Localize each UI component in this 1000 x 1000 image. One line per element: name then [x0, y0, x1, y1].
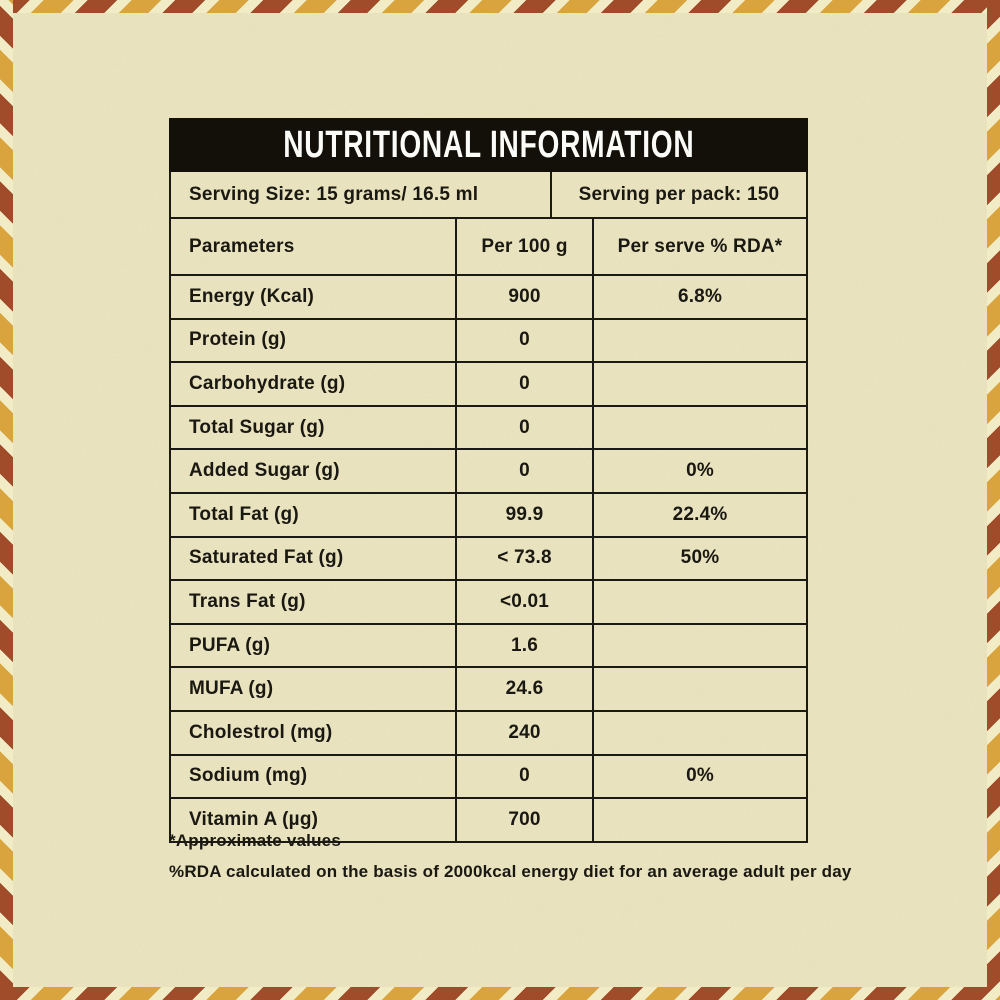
table-body: Energy (Kcal) 900 6.8% Protein (g) 0 Carbohyd… — [171, 274, 806, 841]
parameter-cell: Trans Fat (g) — [171, 581, 457, 623]
table-row: Cholestrol (mg) 240 — [171, 709, 806, 754]
footnotes: *Approximate values %RDA calculated on t… — [169, 831, 852, 882]
per-100g-cell: 0 — [457, 450, 594, 492]
parameter-cell: Saturated Fat (g) — [171, 537, 457, 580]
parameter-cell: Total Sugar (g) — [171, 406, 457, 449]
per-100g-cell: 900 — [457, 276, 594, 318]
per-serve-rda-cell: 22.4% — [672, 503, 728, 525]
nutrition-table: NUTRITIONAL INFORMATION Serving Size: 15… — [169, 118, 808, 843]
table-row: MUFA (g) 24.6 — [171, 666, 806, 710]
parameter-cell: Cholestrol (mg) — [171, 711, 457, 754]
per-100g-cell: <0.01 — [457, 581, 594, 623]
table-header-row: Parameters Per 100 g Per serve % RDA* — [171, 217, 806, 274]
per-100g-cell: 99.9 — [457, 493, 594, 536]
per-serve-rda-cell: 50% — [680, 547, 720, 569]
table-title: NUTRITIONAL INFORMATION — [282, 123, 695, 166]
per-100g-cell: 0 — [457, 406, 594, 449]
per-serve-rda-cell: 0% — [686, 765, 714, 787]
table-row: Trans Fat (g) <0.01 — [171, 579, 806, 623]
parameter-cell: Total Fat (g) — [171, 493, 457, 536]
table-row: PUFA (g) 1.6 — [171, 622, 806, 667]
per-serve-rda-cell — [594, 712, 806, 754]
per-serve-rda-cell: 6.8% — [677, 285, 723, 307]
table-row: Energy (Kcal) 900 6.8% — [171, 274, 806, 318]
table-row: Total Sugar (g) 0 — [171, 404, 806, 449]
per-serve-rda-cell — [594, 625, 806, 667]
parameter-cell: MUFA (g) — [171, 668, 457, 710]
table-row: Added Sugar (g) 0 0% — [171, 448, 806, 492]
per-100g-cell: < 73.8 — [457, 537, 594, 580]
border-stripe-top — [0, 0, 1000, 13]
table-row: Saturated Fat (g) < 73.8 50% — [171, 535, 806, 580]
parameter-cell: Energy (Kcal) — [171, 276, 457, 318]
table-title-bar: NUTRITIONAL INFORMATION — [169, 118, 808, 172]
per-100g-cell: 240 — [457, 711, 594, 754]
footnote-approximate-values: *Approximate values — [169, 831, 341, 850]
serving-size-cell: Serving Size: 15 grams/ 16.5 ml — [171, 172, 552, 217]
parameter-cell: Carbohydrate (g) — [171, 363, 457, 405]
per-serve-rda-cell — [594, 668, 806, 710]
border-stripe-right — [987, 0, 1000, 1000]
column-header-parameters: Parameters — [171, 219, 457, 274]
per-serve-rda-cell — [594, 320, 806, 362]
serving-per-pack-cell: Serving per pack: 150 — [578, 183, 780, 205]
table-row: Sodium (mg) 0 0% — [171, 753, 806, 798]
per-serve-rda-cell: 0% — [686, 460, 714, 482]
per-serve-rda-cell — [594, 363, 806, 405]
column-header-per-100g: Per 100 g — [457, 219, 594, 274]
per-100g-cell: 24.6 — [457, 668, 594, 710]
table-row: Protein (g) 0 — [171, 317, 806, 362]
per-100g-cell: 0 — [457, 755, 594, 798]
column-header-per-serve-rda: Per serve % RDA* — [617, 235, 783, 257]
per-100g-cell: 0 — [457, 319, 594, 362]
border-stripe-left — [0, 0, 13, 1000]
serving-row: Serving Size: 15 grams/ 16.5 ml Serving … — [171, 172, 806, 217]
per-serve-rda-cell — [594, 407, 806, 449]
per-100g-cell: 1.6 — [457, 624, 594, 667]
per-serve-rda-cell — [594, 581, 806, 623]
parameter-cell: Sodium (mg) — [171, 755, 457, 798]
table-row: Total Fat (g) 99.9 22.4% — [171, 491, 806, 536]
table-grid: Serving Size: 15 grams/ 16.5 ml Serving … — [169, 172, 808, 843]
footnote-rda-basis: %RDA calculated on the basis of 2000kcal… — [169, 862, 852, 881]
parameter-cell: PUFA (g) — [171, 624, 457, 667]
per-100g-cell: 0 — [457, 363, 594, 405]
parameter-cell: Added Sugar (g) — [171, 450, 457, 492]
table-row: Carbohydrate (g) 0 — [171, 361, 806, 405]
parameter-cell: Protein (g) — [171, 319, 457, 362]
border-stripe-bottom — [0, 987, 1000, 1000]
